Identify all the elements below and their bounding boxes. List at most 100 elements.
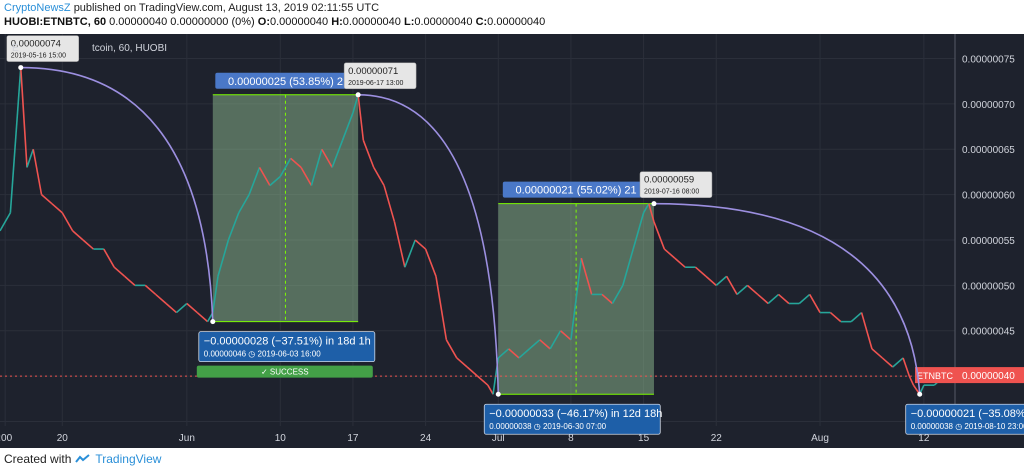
price-segment bbox=[51, 203, 63, 214]
low-label: L: bbox=[403, 16, 415, 28]
high-value: 0.00000040 bbox=[342, 16, 401, 28]
price-segment bbox=[0, 212, 12, 232]
price-segment bbox=[238, 194, 250, 214]
high-label-box bbox=[343, 62, 417, 90]
range-label: 0.00000025 (53.85%) 2 bbox=[228, 76, 343, 88]
drop-label: −0.00000033 (−46.17%) in 12d 18h bbox=[489, 408, 662, 420]
price-segment bbox=[155, 293, 167, 305]
price-segment bbox=[580, 257, 593, 295]
range-label-box bbox=[502, 181, 650, 198]
publish-info: published on TradingView.com, August 13,… bbox=[73, 2, 380, 14]
price-segment bbox=[290, 157, 302, 168]
price-segment bbox=[860, 312, 873, 350]
price-segment bbox=[248, 167, 261, 195]
y-axis-background bbox=[955, 34, 1024, 426]
decline-arc bbox=[20, 66, 214, 322]
publish-line: CryptoNewsZ published on TradingView.com… bbox=[4, 2, 379, 14]
high-price-label: 0.00000074 bbox=[11, 39, 61, 50]
decline-arc bbox=[653, 202, 921, 395]
x-tick-label: 8 bbox=[568, 433, 574, 444]
price-segment bbox=[404, 239, 416, 268]
x-tick-label: :00 bbox=[0, 433, 13, 444]
price-segment bbox=[19, 67, 28, 168]
open-value: 0.00000040 bbox=[270, 16, 329, 28]
range-label-box bbox=[215, 72, 356, 89]
price-segment bbox=[72, 230, 84, 241]
price-segment bbox=[103, 248, 115, 268]
price-segment bbox=[622, 248, 634, 286]
price-segment bbox=[466, 366, 479, 377]
x-tick-label: 15 bbox=[638, 433, 650, 444]
tradingview-link[interactable]: TradingView bbox=[95, 452, 162, 466]
price-segment bbox=[663, 248, 676, 259]
price-segment bbox=[40, 194, 53, 205]
price-segment bbox=[435, 276, 448, 340]
price-segment bbox=[648, 203, 655, 223]
price-segment bbox=[269, 175, 281, 187]
price-segment bbox=[113, 266, 126, 277]
footer: Created with TradingView bbox=[4, 452, 161, 466]
price-segment bbox=[611, 284, 624, 304]
price-segment bbox=[310, 149, 323, 186]
price-segment bbox=[757, 293, 769, 305]
price-segment bbox=[570, 258, 583, 340]
x-tick-label: 20 bbox=[57, 433, 69, 444]
price-segment bbox=[196, 311, 209, 323]
price-segment bbox=[393, 221, 406, 268]
tradingview-logo-icon bbox=[75, 454, 91, 463]
price-segment bbox=[808, 294, 821, 313]
price-segment bbox=[300, 166, 313, 186]
price-segment bbox=[892, 357, 904, 368]
price-segment bbox=[528, 339, 541, 350]
price-segment bbox=[736, 284, 748, 296]
symbol-tag-box bbox=[915, 367, 955, 384]
change-value: 0.00000040 0.00000000 (0%) bbox=[109, 16, 255, 28]
x-tick-label: 24 bbox=[420, 433, 432, 444]
price-segment bbox=[653, 221, 666, 250]
symbol-tag: ETNBTC bbox=[917, 371, 954, 381]
price-segment bbox=[258, 166, 271, 186]
arc-end-point bbox=[210, 319, 216, 325]
price-segment bbox=[601, 293, 613, 305]
high-date-label: 2019-07-16 08:00 bbox=[644, 189, 699, 196]
price-segment bbox=[32, 149, 43, 195]
drop-label-box bbox=[483, 403, 661, 435]
price-segment bbox=[341, 112, 354, 141]
symbol-label: HUOBI:ETNBTC, 60 bbox=[4, 16, 107, 28]
high-label-box bbox=[6, 35, 80, 62]
price-segment bbox=[357, 94, 365, 141]
plot-background bbox=[0, 34, 955, 426]
price-segment bbox=[476, 375, 489, 386]
price-segment bbox=[456, 357, 468, 368]
price-segment bbox=[227, 212, 240, 241]
price-segment bbox=[445, 339, 458, 359]
price-segment bbox=[778, 293, 790, 305]
price-segment bbox=[352, 94, 359, 114]
author-link[interactable]: CryptoNewsZ bbox=[4, 2, 71, 14]
x-tick-label: 22 bbox=[711, 433, 723, 444]
high-date-label: 2019-05-16 15:00 bbox=[11, 53, 66, 60]
close-value: 0.00000040 bbox=[487, 16, 546, 28]
high-price-label: 0.00000059 bbox=[644, 175, 694, 186]
price-segment bbox=[767, 293, 780, 305]
y-tick-label: 0.00000050 bbox=[962, 281, 1015, 292]
price-segment bbox=[549, 330, 562, 350]
price-segment bbox=[373, 166, 385, 186]
price-segment bbox=[362, 139, 375, 168]
price-segment bbox=[124, 275, 136, 286]
arc-end-point bbox=[495, 391, 501, 397]
price-segment bbox=[175, 302, 188, 314]
price-segment bbox=[725, 275, 738, 295]
price-segment bbox=[9, 67, 22, 213]
x-tick-label: 12 bbox=[918, 433, 930, 444]
price-segment bbox=[186, 302, 198, 314]
current-price-tag-box bbox=[955, 367, 1024, 384]
y-tick-label: 0.00000055 bbox=[962, 236, 1015, 247]
arc-start-point bbox=[18, 65, 24, 71]
price-segment bbox=[746, 284, 759, 296]
price-segment bbox=[798, 293, 811, 305]
price-chart[interactable]: 0.00000075 0.00000070 0.00000065 0.00000060… bbox=[0, 34, 1024, 448]
x-tick-label: Jul bbox=[492, 433, 505, 444]
price-segment bbox=[82, 239, 94, 250]
price-segment bbox=[908, 375, 915, 386]
